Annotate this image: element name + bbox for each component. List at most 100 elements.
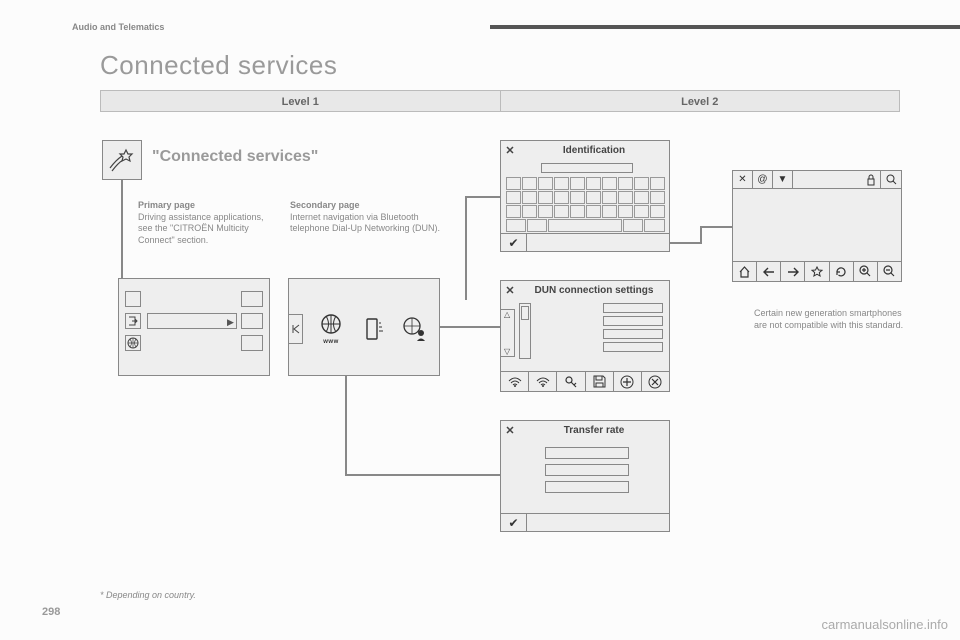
subtitle: "Connected services" (152, 148, 318, 166)
secondary-page-desc: Secondary page Internet navigation via B… (290, 200, 460, 235)
close-icon[interactable]: ✕ (733, 171, 753, 188)
browser-bottom-bar (733, 261, 901, 281)
field[interactable] (603, 329, 663, 339)
level2-header: Level 2 (501, 91, 900, 111)
wifi-icon[interactable] (501, 372, 529, 391)
connector (700, 226, 732, 228)
page-number: 298 (42, 606, 60, 618)
smartphone-note: Certain new generation smartphones are n… (754, 308, 914, 331)
close-icon[interactable]: ✕ (501, 284, 519, 297)
title-bar: ✕ DUN connection settings (501, 281, 669, 299)
remove-wifi-icon[interactable] (642, 372, 669, 391)
dropdown-icon[interactable]: ▼ (773, 171, 793, 188)
favorite-icon[interactable] (805, 262, 829, 281)
exit-icon (125, 313, 141, 329)
key-icon[interactable] (557, 372, 585, 391)
fields (545, 447, 629, 498)
primary-page-heading: Primary page (138, 200, 195, 210)
header-rule (490, 25, 960, 29)
title-bar: ✕ Transfer rate (501, 421, 669, 439)
zoom-icon[interactable] (881, 171, 901, 188)
connector (345, 474, 500, 476)
level-header: Level 1 Level 2 (100, 90, 900, 112)
spacer (793, 171, 861, 188)
spacer (527, 233, 669, 251)
wifi-icon[interactable] (529, 372, 557, 391)
cell (241, 291, 263, 307)
lock-icon[interactable] (861, 171, 881, 188)
watermark: carmanualsonline.info (822, 617, 948, 632)
primary-screen: ▶ (118, 278, 270, 376)
page-title: Connected services (100, 50, 337, 81)
footnote: * Depending on country. (100, 590, 196, 600)
arrow-up-icon: △ (504, 310, 510, 319)
play-icon: ▶ (227, 317, 234, 328)
connector (121, 180, 123, 278)
secondary-page-text: Internet navigation via Bluetooth teleph… (290, 212, 440, 234)
field[interactable] (603, 342, 663, 352)
spacer (527, 513, 669, 531)
transfer-screen: ✕ Transfer rate ✔ (500, 420, 670, 532)
refresh-icon[interactable] (830, 262, 854, 281)
add-wifi-icon[interactable] (614, 372, 642, 391)
field[interactable] (603, 316, 663, 326)
connector (440, 326, 500, 328)
scroll-tab[interactable]: △ ▽ (501, 309, 515, 357)
back-tab-icon (289, 314, 303, 344)
section-label: Audio and Telematics (72, 22, 164, 32)
bottom-bar: ✔ (501, 513, 669, 531)
shooting-star-icon (108, 146, 136, 174)
cell (125, 291, 141, 307)
arrow-down-icon: ▽ (504, 347, 510, 356)
at-icon[interactable]: @ (753, 171, 773, 188)
save-icon[interactable] (586, 372, 614, 391)
browser-screen: ✕ @ ▼ (732, 170, 902, 282)
dun-screen: ✕ DUN connection settings △ ▽ (500, 280, 670, 392)
secondary-page-heading: Secondary page (290, 200, 360, 210)
scrollbar-thumb[interactable] (521, 306, 529, 320)
identification-screen: ✕ Identification ✔ (500, 140, 670, 252)
globe-icon (125, 335, 141, 351)
back-icon[interactable] (757, 262, 781, 281)
connector (700, 226, 702, 244)
home-icon[interactable] (733, 262, 757, 281)
cell (241, 335, 263, 351)
title-bar: ✕ Identification (501, 141, 669, 159)
primary-page-text: Driving assistance applications, see the… (138, 212, 264, 245)
bottom-bar: ✔ (501, 233, 669, 251)
connector (345, 376, 347, 476)
connector (670, 242, 700, 244)
input-field[interactable] (541, 163, 633, 173)
globe-person-icon (397, 307, 433, 351)
connected-services-icon (102, 140, 142, 180)
connector (465, 196, 500, 198)
field[interactable] (545, 481, 629, 493)
zoom-out-icon[interactable] (878, 262, 901, 281)
field[interactable] (545, 464, 629, 476)
close-icon[interactable]: ✕ (501, 424, 519, 437)
field (147, 313, 237, 329)
field[interactable] (603, 303, 663, 313)
fields (603, 303, 663, 355)
field[interactable] (545, 447, 629, 459)
cell (241, 313, 263, 329)
confirm-icon[interactable]: ✔ (501, 233, 527, 251)
identification-title: Identification (519, 145, 669, 156)
bottom-toolbar (501, 371, 669, 391)
close-icon[interactable]: ✕ (501, 144, 519, 157)
level1-header: Level 1 (101, 91, 501, 111)
zoom-in-icon[interactable] (854, 262, 878, 281)
connector (465, 196, 467, 300)
secondary-screen: www (288, 278, 440, 376)
browser-top-bar: ✕ @ ▼ (733, 171, 901, 189)
dun-title: DUN connection settings (519, 285, 669, 296)
globe-www-icon: www (313, 307, 349, 351)
scrollbar[interactable] (519, 303, 531, 359)
www-label: www (323, 339, 339, 345)
keyboard[interactable] (505, 177, 665, 233)
transfer-title: Transfer rate (519, 425, 669, 436)
confirm-icon[interactable]: ✔ (501, 513, 527, 531)
phone-signal-icon (355, 307, 391, 351)
forward-icon[interactable] (781, 262, 805, 281)
primary-page-desc: Primary page Driving assistance applicat… (138, 200, 268, 247)
